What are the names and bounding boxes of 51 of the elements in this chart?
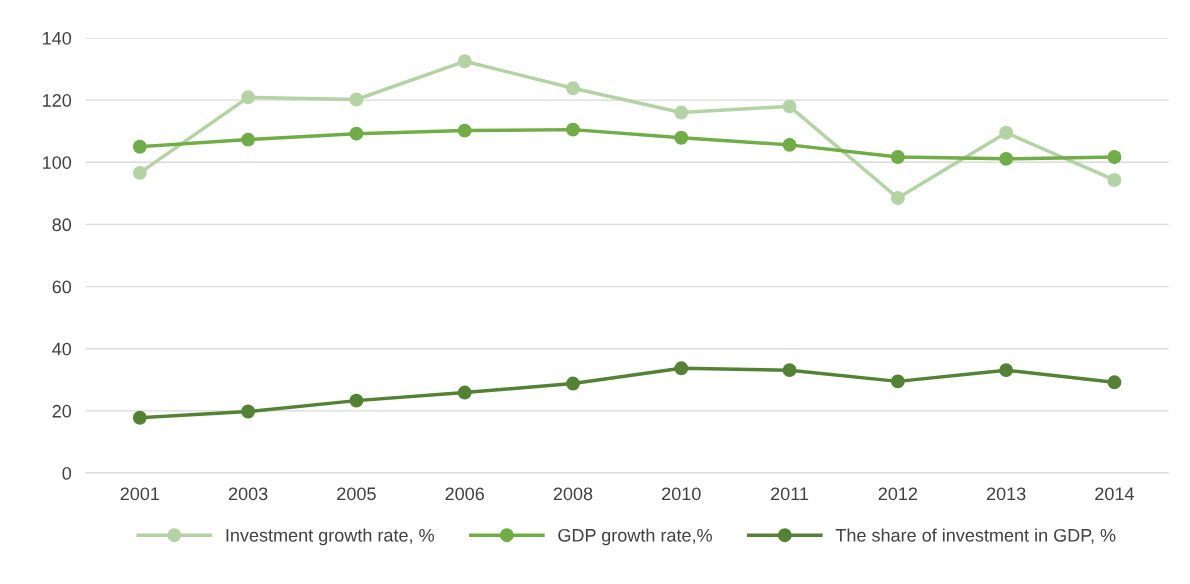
point: [566, 81, 580, 96]
point: [566, 122, 580, 137]
point: [349, 393, 364, 408]
point: [1107, 173, 1122, 187]
point: [457, 385, 472, 400]
y-tick-label: 20: [52, 404, 72, 418]
y-tick-label: 120: [43, 94, 72, 107]
point: [1107, 375, 1122, 390]
y-tick-label: 40: [52, 342, 72, 356]
legend-label: The share of investment in GDP, %: [835, 528, 1116, 544]
point: [132, 139, 147, 154]
point: [566, 376, 580, 391]
legend-label: GDP growth rate,%: [558, 528, 712, 546]
point: [999, 151, 1014, 166]
point: [1107, 150, 1122, 164]
point: [132, 410, 147, 425]
point: [674, 361, 689, 376]
x-tick-label: 2001: [120, 487, 160, 501]
x-tick-label: 2010: [662, 487, 701, 501]
x-tick-label: 2012: [878, 487, 918, 501]
x-tick-label: 2011: [771, 487, 809, 501]
point: [241, 90, 256, 105]
point: [349, 92, 364, 107]
x-tick-label: 2003: [228, 487, 268, 501]
point: [457, 123, 472, 138]
point: [457, 54, 472, 69]
point: [782, 363, 797, 378]
point: [674, 130, 689, 145]
point: [890, 191, 905, 205]
point: [674, 105, 689, 120]
point: [999, 125, 1014, 140]
x-tick-label: 2014: [1095, 487, 1134, 501]
point: [132, 165, 147, 180]
point: [241, 404, 256, 419]
point: [782, 99, 797, 114]
point: [890, 374, 905, 389]
y-tick-label: 0: [62, 466, 72, 480]
y-tick-label: 80: [52, 218, 72, 232]
point: [349, 126, 364, 141]
legend-label: Investment growth rate, %: [226, 528, 434, 546]
y-tick-label: 100: [43, 156, 72, 169]
x-tick-label: 2005: [337, 487, 376, 501]
point: [999, 363, 1014, 378]
x-tick-label: 2008: [553, 487, 593, 501]
point: [782, 137, 797, 152]
point: [241, 132, 256, 147]
x-tick-label: 2006: [445, 487, 484, 501]
y-tick-label: 60: [52, 280, 72, 294]
point: [890, 150, 905, 164]
x-tick-label: 2013: [986, 487, 1026, 501]
y-tick-label: 140: [43, 31, 72, 45]
